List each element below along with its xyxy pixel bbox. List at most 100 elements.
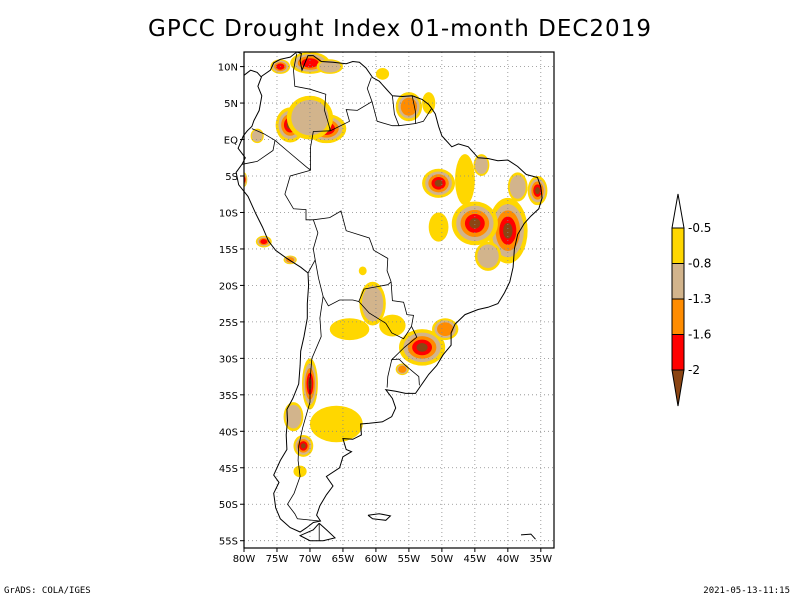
footer-timestamp: 2021-05-13-11:15 [703,586,790,596]
drought-level-2 [475,156,488,174]
drought-level-4 [260,239,268,245]
drought-level-5 [503,222,513,239]
drought-area [379,314,406,337]
country-border [310,130,331,171]
y-tick-label: 50S [219,500,238,511]
coastline-layer [235,51,543,542]
x-tick-label: 80W [233,554,256,565]
drought-area [455,154,475,206]
country-border [415,108,432,124]
y-tick-label: 15S [219,245,238,256]
x-tick-label: 40W [497,554,520,565]
map-frame [243,51,555,549]
colorbar: -0.5 -0.8 -1.3 -1.6 -2 [671,193,711,407]
country-border [313,210,392,282]
falklands-coastline [367,513,392,521]
drought-level-3 [400,97,418,116]
country-border [386,359,393,388]
y-tick-label: 10N [218,63,238,74]
y-tick-label: 40S [219,427,238,438]
y-tick-label: EQ [224,136,238,147]
drought-level-3 [436,322,454,336]
panama-coastline [243,69,262,78]
colorbar-label: -1.3 [688,292,711,306]
border-layer [241,53,432,541]
colorbar-segment [671,227,685,264]
y-tick-label: 5N [224,99,238,110]
drought-level-1 [428,212,449,242]
drought-area [375,68,390,80]
south-america-coastline [235,51,543,533]
country-border [241,128,276,165]
drought-area [474,241,502,271]
colorbar-segment [671,263,685,300]
tierra-del-fuego-coastline [298,522,337,542]
drought-area [286,95,334,140]
drought-area [473,154,490,176]
x-tick-label: 55W [398,554,421,565]
drought-level-2 [477,244,499,269]
colorbar-label: -2 [688,363,700,377]
drought-level-5 [469,218,481,229]
country-border [293,53,331,131]
drought-area [527,176,548,206]
drought-area [451,201,498,246]
y-tick-label: 10S [219,208,238,219]
y-tick-label: 45S [219,464,238,475]
country-border [390,326,420,386]
x-tick-label: 65W [332,554,355,565]
drought-level-1 [455,154,475,206]
x-tick-label: 50W [431,554,454,565]
drought-area [359,281,386,326]
drought-area [309,405,363,443]
drought-area [488,197,528,264]
country-border [284,169,319,274]
chart-title: GPCC Drought Index 01-month DEC2019 [148,16,652,42]
x-tick-label: 75W [266,554,289,565]
y-tick-label: 30S [219,354,238,365]
drought-level-1 [379,314,406,337]
drought-level-2 [285,404,302,429]
drought-level-2 [251,129,263,142]
x-tick-label: 35W [529,554,552,565]
drought-area [431,318,459,341]
drought-level-2 [509,175,526,199]
drought-level-5 [416,343,428,352]
drought-level-5 [535,187,540,195]
y-tick-label: 35S [219,391,238,402]
country-border [371,95,400,127]
country-border [390,281,414,327]
y-tick-label: 5S [225,172,238,183]
country-border [398,95,416,127]
y-tick-label: 25S [219,318,238,329]
colorbar-label: -0.5 [688,221,711,235]
x-tick-label: 70W [299,554,322,565]
colorbar-segment [671,334,685,371]
drought-area [255,235,272,248]
country-border [330,77,373,132]
country-border [358,301,412,340]
colorbar-label: -0.8 [688,257,711,271]
drought-level-2 [361,285,384,322]
y-tick-label: 20S [219,281,238,292]
drought-level-1 [309,405,363,443]
x-tick-label: 60W [365,554,388,565]
drought-area [399,329,446,366]
drought-level-1 [329,318,370,341]
drought-area [428,212,449,242]
country-border [274,139,311,171]
drought-area [358,266,367,276]
drought-level-2 [319,60,341,73]
colorbar-bottom-arrow [671,369,685,407]
drought-level-5 [300,443,306,449]
colorbar-top-arrow [671,193,685,229]
drought-level-5 [434,179,443,187]
colorbar-label: -1.6 [688,328,711,342]
country-border [287,296,324,522]
drought-area [395,363,409,376]
drought-area [507,172,528,202]
drought-area [329,318,370,341]
drought-level-2 [291,99,329,136]
drought-level-1 [358,266,367,276]
